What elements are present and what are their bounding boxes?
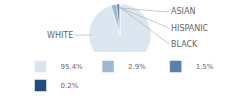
svg-text:0.2%: 0.2% — [61, 82, 79, 90]
svg-text:HISPANIC: HISPANIC — [171, 24, 209, 33]
svg-text:BLACK: BLACK — [171, 40, 198, 49]
svg-text:ASIAN: ASIAN — [171, 7, 195, 16]
svg-text:1.5%: 1.5% — [196, 63, 214, 71]
svg-text:95.4%: 95.4% — [61, 63, 84, 71]
svg-text:2.9%: 2.9% — [128, 63, 146, 71]
svg-text:WHITE: WHITE — [47, 31, 73, 40]
